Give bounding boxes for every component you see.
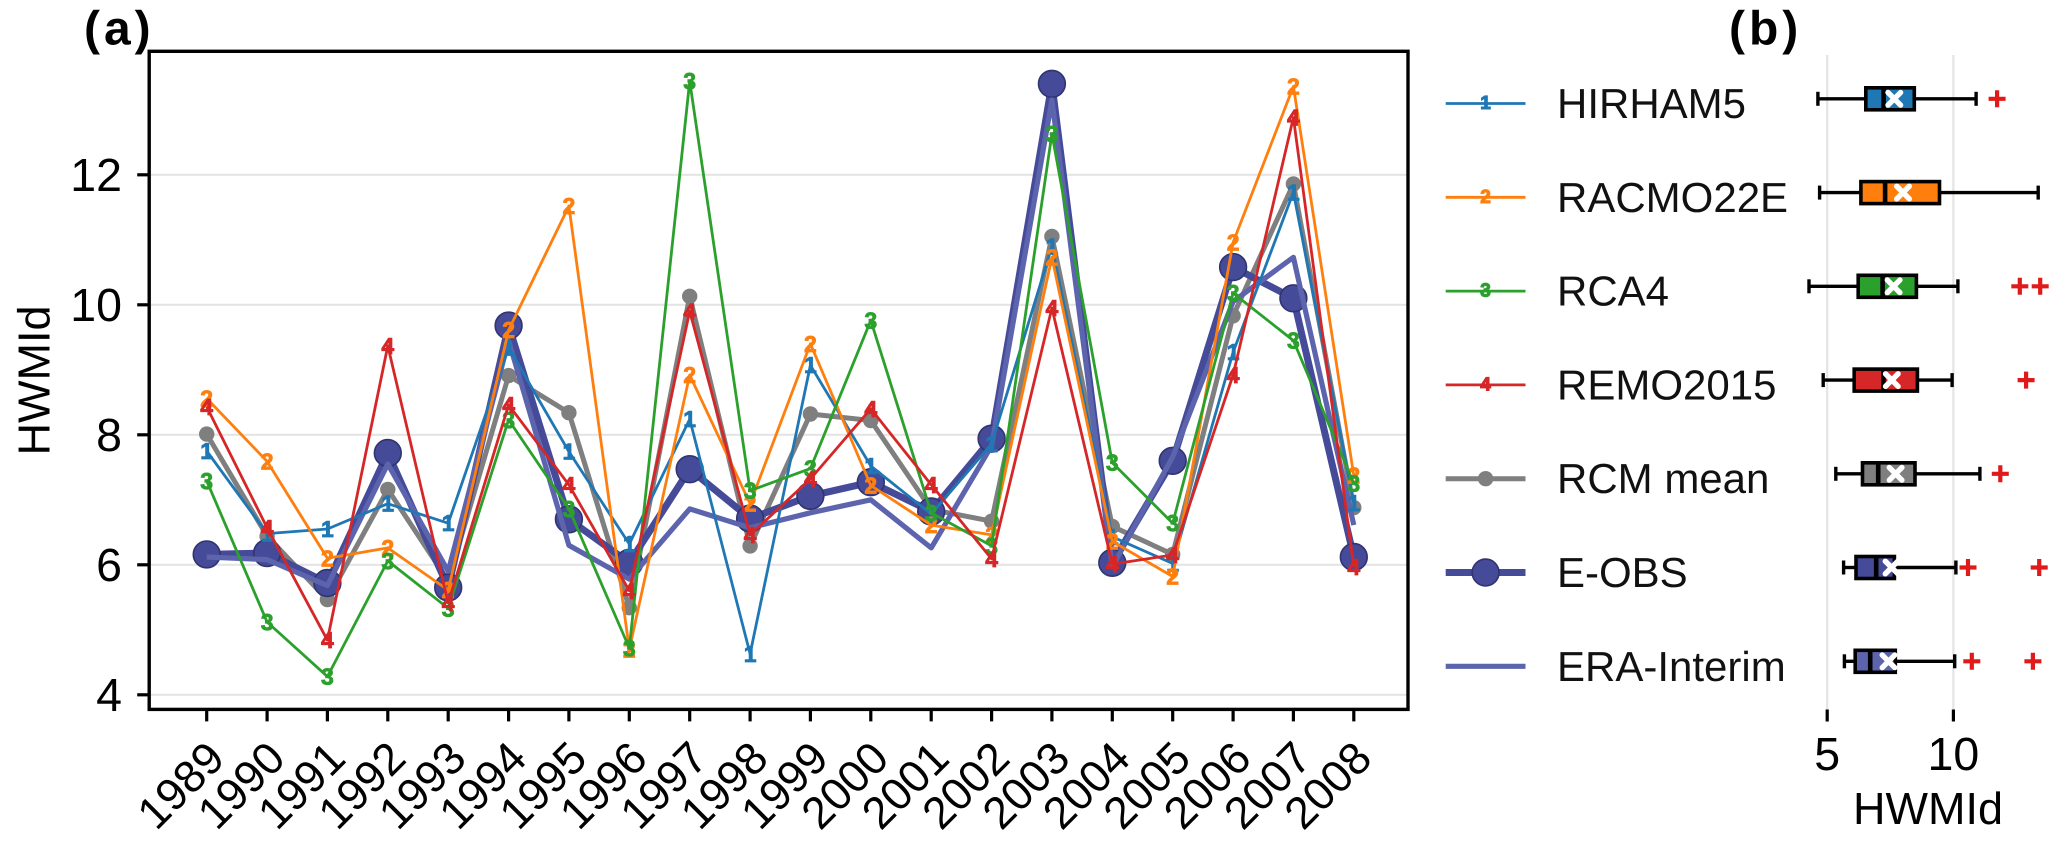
svg-text:1: 1: [985, 431, 998, 457]
svg-text:2: 2: [502, 317, 515, 343]
svg-text:3: 3: [1347, 471, 1360, 497]
svg-text:4: 4: [381, 333, 394, 359]
svg-text:4: 4: [1287, 105, 1300, 131]
svg-text:2: 2: [744, 491, 757, 517]
svg-text:4: 4: [261, 515, 274, 541]
svg-text:4: 4: [1166, 542, 1179, 568]
svg-text:4: 4: [1480, 374, 1491, 395]
svg-text:4: 4: [623, 578, 636, 604]
svg-text:5: 5: [1814, 728, 1840, 780]
svg-text:REMO2015: REMO2015: [1557, 361, 1776, 408]
svg-text:3: 3: [381, 548, 394, 574]
svg-text:1: 1: [200, 438, 213, 464]
svg-text:3: 3: [925, 500, 938, 526]
svg-text:1: 1: [563, 439, 576, 465]
svg-text:3: 3: [683, 68, 696, 94]
svg-text:2: 2: [1166, 564, 1179, 590]
svg-text:4: 4: [925, 472, 938, 498]
svg-text:RCA4: RCA4: [1557, 268, 1669, 315]
svg-text:1: 1: [683, 406, 696, 432]
svg-text:4: 4: [96, 669, 122, 721]
svg-text:3: 3: [1227, 280, 1240, 306]
svg-text:4: 4: [804, 466, 817, 492]
svg-text:2: 2: [804, 331, 817, 357]
svg-text:3: 3: [1106, 450, 1119, 476]
svg-text:E-OBS: E-OBS: [1557, 549, 1688, 596]
svg-text:3: 3: [623, 635, 636, 661]
svg-text:3: 3: [563, 496, 576, 522]
svg-text:4: 4: [200, 394, 213, 420]
svg-text:10: 10: [70, 279, 122, 331]
svg-text:1: 1: [442, 510, 455, 536]
svg-text:4: 4: [1347, 554, 1360, 580]
svg-text:2: 2: [1287, 73, 1300, 99]
svg-text:(b): (b): [1729, 3, 1802, 56]
svg-text:2: 2: [1347, 463, 1360, 489]
svg-text:RACMO22E: RACMO22E: [1557, 174, 1788, 221]
svg-text:1: 1: [321, 516, 334, 542]
svg-text:3: 3: [200, 468, 213, 494]
svg-text:2: 2: [1480, 187, 1491, 208]
svg-text:2: 2: [683, 362, 696, 388]
svg-text:3: 3: [321, 664, 334, 690]
svg-text:10: 10: [1928, 728, 1980, 780]
svg-text:4: 4: [442, 590, 455, 616]
svg-text:2: 2: [925, 512, 938, 538]
svg-text:RCM mean: RCM mean: [1557, 455, 1769, 502]
svg-text:3: 3: [1166, 510, 1179, 536]
svg-text:1: 1: [1287, 179, 1300, 205]
svg-text:ERA-Interim: ERA-Interim: [1557, 643, 1786, 690]
svg-text:3: 3: [864, 307, 877, 333]
svg-text:4: 4: [744, 522, 757, 548]
svg-text:1: 1: [381, 491, 394, 517]
svg-text:2: 2: [381, 535, 394, 561]
svg-text:4: 4: [502, 392, 515, 418]
svg-text:6: 6: [96, 539, 122, 591]
svg-text:4: 4: [563, 472, 576, 498]
svg-text:3: 3: [1480, 281, 1491, 302]
svg-text:3: 3: [744, 478, 757, 504]
svg-text:4: 4: [864, 396, 877, 422]
svg-text:1: 1: [261, 521, 274, 547]
svg-text:HWMId: HWMId: [1853, 783, 2003, 834]
svg-text:4: 4: [1106, 551, 1119, 577]
svg-text:2: 2: [261, 448, 274, 474]
svg-text:4: 4: [683, 298, 696, 324]
svg-text:2: 2: [200, 385, 213, 411]
svg-text:(a): (a): [84, 3, 155, 56]
svg-text:1: 1: [1347, 490, 1360, 516]
svg-text:2: 2: [563, 193, 576, 219]
svg-text:1: 1: [744, 641, 757, 667]
svg-text:1: 1: [623, 531, 636, 557]
svg-text:8: 8: [96, 409, 122, 461]
svg-text:3: 3: [1046, 121, 1059, 147]
svg-text:4: 4: [1046, 295, 1059, 321]
svg-text:2: 2: [1046, 244, 1059, 270]
svg-text:3: 3: [261, 609, 274, 635]
svg-text:4: 4: [321, 627, 334, 653]
svg-text:1: 1: [1046, 233, 1059, 259]
svg-text:1: 1: [864, 453, 877, 479]
svg-text:2: 2: [321, 545, 334, 571]
svg-text:3: 3: [442, 595, 455, 621]
svg-text:1: 1: [804, 352, 817, 378]
svg-text:4: 4: [985, 546, 998, 572]
svg-text:HIRHAM5: HIRHAM5: [1557, 80, 1746, 127]
svg-text:4: 4: [1227, 362, 1240, 388]
svg-text:1: 1: [1480, 93, 1491, 114]
svg-text:2: 2: [864, 473, 877, 499]
svg-text:HWMId: HWMId: [9, 306, 60, 456]
svg-text:3: 3: [1287, 328, 1300, 354]
svg-text:12: 12: [70, 149, 122, 201]
svg-text:2: 2: [1227, 229, 1240, 255]
